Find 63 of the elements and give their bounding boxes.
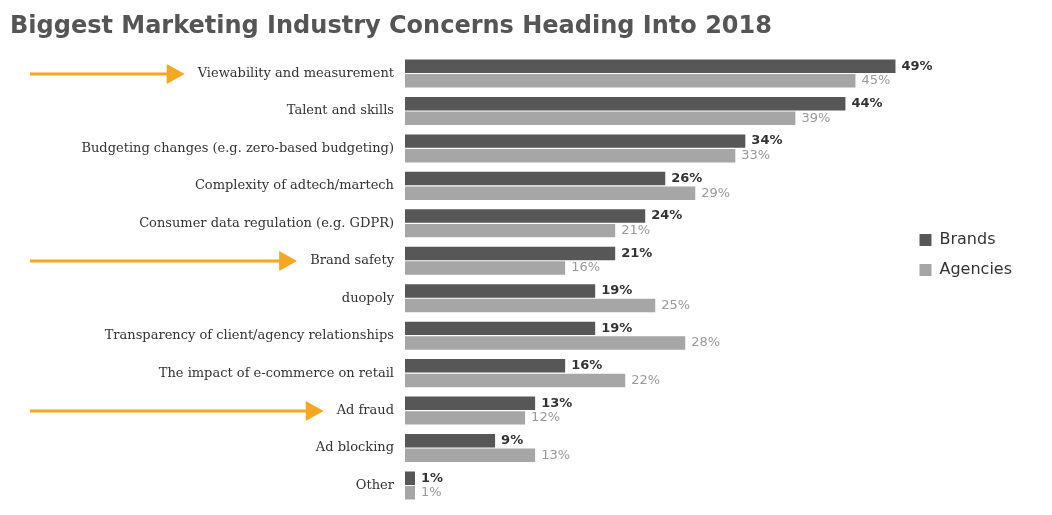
- y-tick-label: Complexity of adtech/martech: [194, 177, 395, 193]
- data-label: 33%: [741, 147, 771, 163]
- bar: [405, 74, 856, 88]
- data-label: 26%: [671, 169, 703, 185]
- data-label: 45%: [861, 72, 891, 88]
- data-label: 25%: [661, 296, 691, 312]
- data-label: 39%: [801, 109, 831, 125]
- bar: [405, 359, 566, 373]
- bar: [405, 134, 746, 148]
- data-label: 19%: [601, 319, 633, 335]
- y-tick-label: Ad fraud: [335, 401, 394, 417]
- bar: [405, 336, 686, 350]
- data-label: 13%: [541, 446, 571, 462]
- data-label: 24%: [651, 207, 683, 223]
- data-label: 9%: [501, 432, 524, 448]
- data-label: 12%: [531, 409, 561, 425]
- bar: [405, 59, 896, 73]
- bar: [405, 223, 616, 238]
- data-label: 16%: [571, 357, 603, 373]
- bar: [405, 246, 616, 261]
- data-label: 1%: [421, 469, 444, 485]
- bar: [405, 209, 646, 223]
- y-tick-label: Transparency of client/agency relationships: [104, 327, 394, 343]
- y-tick-label: Consumer data regulation (e.g. GDPR): [139, 214, 394, 230]
- data-label: 49%: [901, 57, 933, 73]
- y-tick-label: Ad blocking: [314, 439, 394, 455]
- legend-label: Agencies: [939, 259, 1013, 279]
- bar: [405, 411, 526, 425]
- data-label: 22%: [631, 371, 661, 387]
- y-tick-label: Budgeting changes (e.g. zero-based budgeting): [81, 139, 394, 155]
- data-label: 21%: [621, 244, 653, 260]
- data-label: 29%: [701, 184, 731, 200]
- bar: [405, 171, 666, 186]
- y-tick-label: Brand safety: [310, 252, 395, 268]
- legend-label: Brands: [939, 229, 996, 249]
- y-tick-label: The impact of e-commerce on retail: [158, 364, 394, 380]
- bar: [405, 298, 656, 313]
- y-tick-label: Other: [355, 476, 395, 492]
- data-label: 44%: [851, 95, 883, 111]
- bar: [405, 486, 416, 500]
- bar: [405, 96, 846, 111]
- y-tick-label: Talent and skills: [286, 102, 394, 118]
- data-label: 34%: [751, 132, 783, 148]
- bar: [405, 186, 696, 200]
- bar: [405, 284, 596, 298]
- bar: [405, 434, 496, 448]
- chart-title: Biggest Marketing Industry Concerns Heading Into 2018: [10, 10, 772, 39]
- bar: [405, 396, 536, 410]
- data-label: 28%: [691, 334, 721, 350]
- bar: [405, 373, 626, 388]
- bar: [405, 471, 416, 485]
- bar: [405, 111, 796, 125]
- y-tick-label: duopoly: [341, 289, 395, 305]
- y-tick-label: Viewability and measurement: [196, 64, 395, 80]
- bar: [405, 261, 566, 275]
- bar: [405, 149, 736, 163]
- data-label: 13%: [541, 394, 573, 410]
- data-label: 19%: [601, 282, 633, 298]
- data-label: 16%: [571, 259, 601, 275]
- bar: [405, 448, 536, 463]
- data-label: 1%: [421, 484, 442, 500]
- data-label: 21%: [621, 222, 651, 237]
- bar: [405, 321, 596, 336]
